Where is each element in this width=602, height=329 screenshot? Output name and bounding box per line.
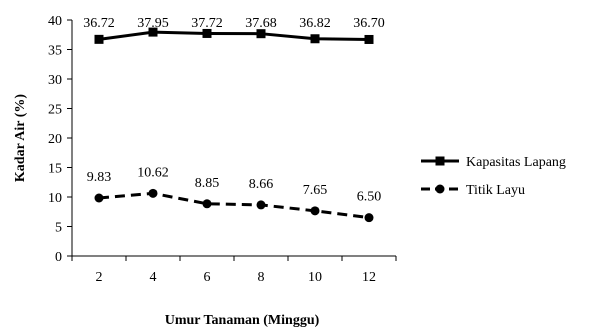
x-tick-label: 8 (258, 270, 265, 285)
data-point (94, 193, 104, 203)
y-axis-ticks: 0 5 10 15 20 25 30 35 40 (48, 14, 72, 265)
axes: 0 5 10 15 20 25 30 35 40 2 4 6 8 10 12 (48, 14, 397, 285)
series-titik-layu: 9.83 10.62 8.85 8.66 7.65 6.50 (87, 165, 382, 223)
series-line (98, 191, 370, 220)
legend-label: Titik Layu (466, 183, 525, 198)
data-label: 9.83 (87, 170, 112, 185)
legend-marker (435, 184, 445, 194)
x-tick-label: 4 (150, 270, 157, 285)
legend-marker (435, 156, 445, 166)
data-point (364, 213, 374, 223)
data-point (202, 199, 212, 209)
data-label: 36.70 (353, 16, 385, 31)
y-tick-label: 35 (48, 44, 62, 59)
x-axis-title: Umur Tanaman (Minggu) (165, 313, 320, 328)
x-tick-label: 12 (362, 270, 376, 285)
series-layer: 36.72 37.95 37.72 37.68 36.82 36.70 9.83 10.62 8… (83, 16, 385, 223)
data-label: 6.50 (357, 190, 382, 205)
data-point (94, 34, 104, 44)
y-axis-title: Kadar Air (%) (13, 94, 28, 182)
x-axis-ticks: 2 4 6 8 10 12 (71, 256, 397, 285)
data-label: 37.68 (245, 16, 277, 31)
y-tick-label: 10 (48, 191, 62, 206)
data-label: 37.95 (137, 16, 169, 31)
series-line (98, 30, 370, 41)
x-tick-label: 10 (308, 270, 322, 285)
data-point (364, 34, 374, 44)
y-tick-label: 30 (48, 73, 62, 88)
y-tick-label: 0 (55, 250, 62, 265)
series-kapasitas-lapang: 36.72 37.95 37.72 37.68 36.82 36.70 (83, 16, 385, 44)
data-label: 10.62 (137, 165, 169, 180)
y-tick-label: 40 (48, 14, 62, 29)
data-point (202, 28, 212, 38)
legend-item: Titik Layu (421, 183, 525, 198)
data-label: 36.72 (83, 16, 115, 31)
legend-item: Kapasitas Lapang (421, 155, 566, 170)
data-label: 7.65 (303, 183, 328, 198)
data-label: 8.85 (195, 176, 220, 191)
y-tick-label: 25 (48, 103, 62, 118)
y-tick-label: 20 (48, 132, 62, 147)
data-label: 37.72 (191, 16, 223, 31)
x-tick-label: 2 (96, 270, 103, 285)
data-point (148, 27, 158, 37)
data-point (256, 29, 266, 39)
y-tick-label: 5 (55, 221, 62, 236)
y-tick-label: 15 (48, 162, 62, 177)
legend-label: Kapasitas Lapang (466, 155, 566, 170)
x-tick-label: 6 (204, 270, 211, 285)
data-point (256, 200, 266, 210)
data-point (310, 34, 320, 44)
data-label: 8.66 (249, 177, 274, 192)
data-point (148, 188, 158, 198)
data-point (310, 206, 320, 216)
legend: Kapasitas Lapang Titik Layu (421, 155, 566, 198)
data-label: 36.82 (299, 16, 331, 31)
